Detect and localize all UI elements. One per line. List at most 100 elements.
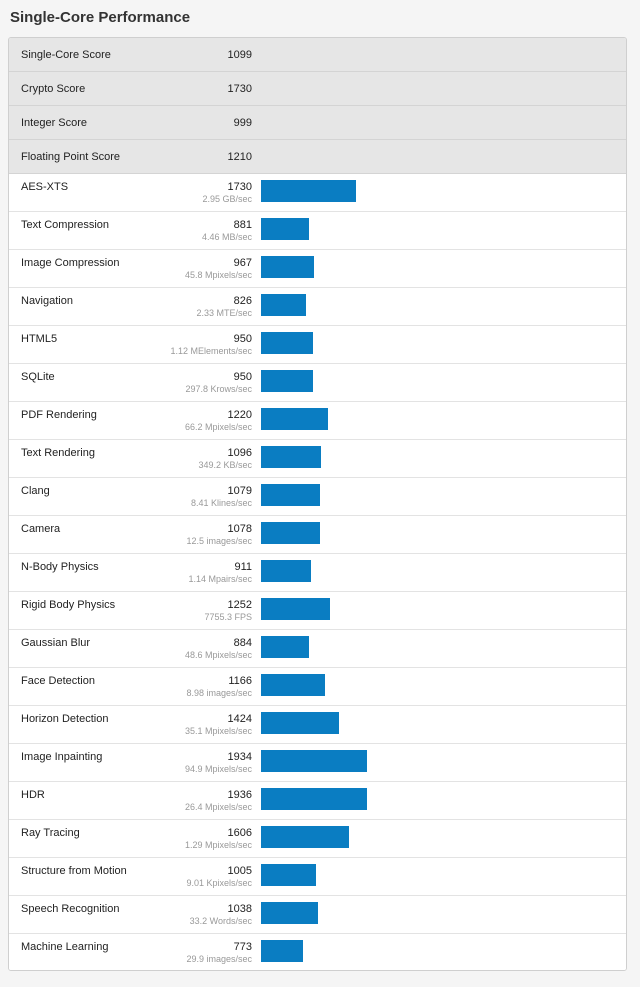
benchmark-label: PDF Rendering: [21, 409, 97, 421]
benchmark-throughput: 48.6 Mpixels/sec: [184, 650, 252, 660]
benchmark-score: 1096: [227, 447, 252, 459]
benchmark-bar: [261, 750, 367, 772]
benchmark-throughput: 1.14 Mpairs/sec: [188, 574, 252, 584]
benchmark-score: 967: [233, 257, 252, 269]
benchmark-bar: [261, 332, 313, 354]
benchmark-label: Camera: [21, 523, 61, 535]
benchmark-list: AES-XTS 1730 2.95 GB/sec Text Compression 88…: [9, 174, 626, 970]
benchmark-throughput: 1.12 MElements/sec: [170, 346, 252, 356]
benchmark-throughput: 8.41 Klines/sec: [190, 498, 252, 508]
benchmark-score: 1038: [227, 903, 252, 915]
benchmark-label: Clang: [21, 485, 50, 497]
summary-label: Floating Point Score: [21, 151, 121, 163]
benchmark-row: Structure from Motion 1005 9.01 Kpixels/se…: [9, 858, 626, 896]
benchmark-throughput: 45.8 Mpixels/sec: [184, 270, 252, 280]
benchmark-throughput: 2.95 GB/sec: [202, 194, 252, 204]
benchmark-throughput: 1.29 Mpixels/sec: [184, 840, 252, 850]
benchmark-row: Text Rendering 1096 349.2 KB/sec: [9, 440, 626, 478]
benchmark-throughput: 29.9 images/sec: [186, 954, 252, 964]
benchmark-bar: [261, 560, 311, 582]
benchmark-throughput: 33.2 Words/sec: [189, 916, 252, 926]
page-title: Single-Core Performance: [10, 9, 191, 26]
benchmark-throughput: 66.2 Mpixels/sec: [184, 422, 252, 432]
benchmark-bar: [261, 180, 356, 202]
summary-label: Crypto Score: [21, 83, 86, 95]
results-panel: Single-Core Score 1099 Crypto Score 1730…: [8, 37, 627, 971]
benchmark-bar: [261, 256, 314, 278]
summary-score: 1730: [227, 83, 252, 95]
benchmark-throughput: 35.1 Mpixels/sec: [184, 726, 252, 736]
benchmark-bar: [261, 636, 309, 658]
summary-score: 1210: [227, 151, 252, 163]
benchmark-label: Face Detection: [21, 675, 95, 687]
benchmark-bar: [261, 674, 325, 696]
benchmark-row: Face Detection 1166 8.98 images/sec: [9, 668, 626, 706]
benchmark-score: 1730: [227, 181, 252, 193]
benchmark-throughput: 12.5 images/sec: [186, 536, 252, 546]
benchmark-score: 881: [233, 219, 252, 231]
benchmark-label: HDR: [21, 789, 45, 801]
benchmark-score: 773: [233, 941, 252, 953]
benchmark-bar: [261, 712, 339, 734]
benchmark-row: Text Compression 881 4.46 MB/sec: [9, 212, 626, 250]
benchmark-label: Speech Recognition: [21, 903, 120, 915]
benchmark-bar: [261, 522, 320, 544]
benchmark-throughput: 2.33 MTE/sec: [196, 308, 252, 318]
benchmark-score: 1936: [227, 789, 252, 801]
benchmark-bar: [261, 826, 349, 848]
benchmark-bar: [261, 598, 330, 620]
benchmark-bar: [261, 218, 309, 240]
benchmark-score: 1078: [227, 523, 252, 535]
benchmark-label: SQLite: [21, 371, 55, 383]
benchmark-bar: [261, 788, 367, 810]
benchmark-label: Horizon Detection: [21, 713, 109, 725]
benchmark-label: AES-XTS: [21, 181, 69, 193]
benchmark-label: N-Body Physics: [21, 561, 99, 573]
benchmark-score: 911: [234, 561, 252, 573]
benchmark-score: 1606: [227, 827, 252, 839]
benchmark-score: 1220: [227, 409, 252, 421]
benchmark-score: 884: [233, 637, 252, 649]
benchmark-row: AES-XTS 1730 2.95 GB/sec: [9, 174, 626, 212]
benchmark-throughput: 4.46 MB/sec: [201, 232, 252, 242]
benchmark-throughput: 8.98 images/sec: [186, 688, 252, 698]
benchmark-score: 1424: [227, 713, 252, 725]
benchmark-row: SQLite 950 297.8 Krows/sec: [9, 364, 626, 402]
benchmark-row: Clang 1079 8.41 Klines/sec: [9, 478, 626, 516]
benchmark-row: Ray Tracing 1606 1.29 Mpixels/sec: [9, 820, 626, 858]
benchmark-row: Speech Recognition 1038 33.2 Words/sec: [9, 896, 626, 934]
summary-row-crypto: Crypto Score 1730: [9, 72, 626, 106]
benchmark-score: 1079: [227, 485, 252, 497]
benchmark-row: Image Inpainting 1934 94.9 Mpixels/sec: [9, 744, 626, 782]
summary-row-integer: Integer Score 999: [9, 106, 626, 140]
benchmark-score: 1005: [227, 865, 252, 877]
benchmark-label: Navigation: [21, 295, 73, 307]
benchmark-bar: [261, 902, 318, 924]
benchmark-throughput: 297.8 Krows/sec: [185, 384, 252, 394]
benchmark-row: Image Compression 967 45.8 Mpixels/sec: [9, 250, 626, 288]
summary-row-floating-point: Floating Point Score 1210: [9, 140, 626, 174]
benchmark-throughput: 9.01 Kpixels/sec: [186, 878, 252, 888]
benchmark-label: Image Compression: [21, 257, 120, 269]
benchmark-row: Camera 1078 12.5 images/sec: [9, 516, 626, 554]
benchmark-label: Ray Tracing: [21, 827, 80, 839]
benchmark-label: HTML5: [21, 333, 58, 345]
benchmark-throughput: 349.2 KB/sec: [198, 460, 252, 470]
benchmark-bar: [261, 446, 321, 468]
summary-label: Single-Core Score: [21, 49, 111, 61]
benchmark-row: PDF Rendering 1220 66.2 Mpixels/sec: [9, 402, 626, 440]
benchmark-bar: [261, 294, 306, 316]
benchmark-score: 826: [233, 295, 252, 307]
benchmark-bar: [261, 484, 320, 506]
benchmark-row: N-Body Physics 911 1.14 Mpairs/sec: [9, 554, 626, 592]
benchmark-score: 1166: [228, 675, 252, 687]
benchmark-label: Rigid Body Physics: [21, 599, 116, 611]
benchmark-throughput: 94.9 Mpixels/sec: [184, 764, 252, 774]
benchmark-bar: [261, 408, 328, 430]
benchmark-label: Text Compression: [21, 219, 110, 231]
benchmark-score: 1252: [227, 599, 252, 611]
benchmark-label: Text Rendering: [21, 447, 95, 459]
benchmark-row: HTML5 950 1.12 MElements/sec: [9, 326, 626, 364]
summary-score: 1099: [227, 49, 252, 61]
benchmark-row: Rigid Body Physics 1252 7755.3 FPS: [9, 592, 626, 630]
